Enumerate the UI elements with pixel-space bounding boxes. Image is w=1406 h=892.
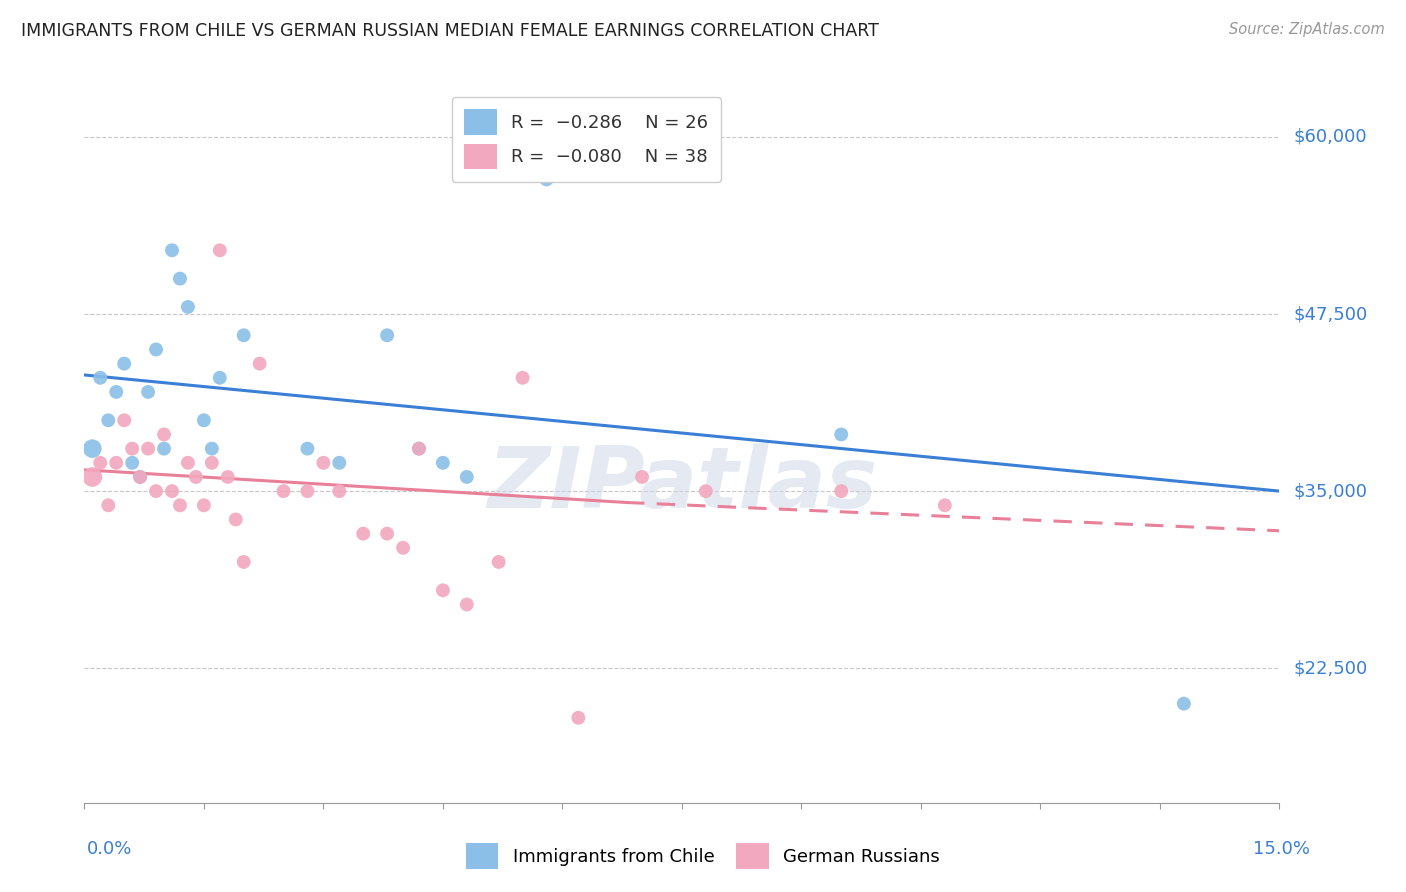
Point <box>184 470 207 484</box>
Point <box>145 343 167 357</box>
Point <box>512 371 534 385</box>
Point <box>105 456 128 470</box>
Point <box>432 583 454 598</box>
Text: ZIPatlas: ZIPatlas <box>486 443 877 526</box>
Point <box>830 427 852 442</box>
Point <box>695 484 717 499</box>
Point <box>121 442 143 456</box>
Point <box>536 172 558 186</box>
Point <box>830 484 852 499</box>
Point <box>567 711 589 725</box>
Point <box>273 484 295 499</box>
Point <box>392 541 415 555</box>
Point <box>208 244 231 258</box>
Point <box>177 300 200 314</box>
Point <box>249 357 271 371</box>
Point <box>225 512 247 526</box>
Text: $35,000: $35,000 <box>1294 482 1368 500</box>
Text: Source: ZipAtlas.com: Source: ZipAtlas.com <box>1229 22 1385 37</box>
Point <box>297 484 319 499</box>
Point <box>169 498 191 512</box>
Point <box>112 357 135 371</box>
Point <box>232 555 254 569</box>
Point <box>232 328 254 343</box>
Point <box>97 413 120 427</box>
Point <box>153 427 176 442</box>
Point <box>82 470 104 484</box>
Point <box>112 413 135 427</box>
Legend: Immigrants from Chile, German Russians: Immigrants from Chile, German Russians <box>458 836 948 876</box>
Point <box>169 271 191 285</box>
Point <box>121 456 143 470</box>
Point <box>129 470 152 484</box>
Point <box>97 498 120 512</box>
Point <box>217 470 239 484</box>
Point <box>297 442 319 456</box>
Text: IMMIGRANTS FROM CHILE VS GERMAN RUSSIAN MEDIAN FEMALE EARNINGS CORRELATION CHART: IMMIGRANTS FROM CHILE VS GERMAN RUSSIAN … <box>21 22 879 40</box>
Point <box>105 384 128 399</box>
Point <box>352 526 374 541</box>
Point <box>1173 697 1195 711</box>
Point <box>934 498 956 512</box>
Point <box>201 456 224 470</box>
Point <box>82 442 104 456</box>
Point <box>89 456 111 470</box>
Point <box>145 484 167 499</box>
Point <box>375 526 398 541</box>
Point <box>136 442 159 456</box>
Point <box>328 484 350 499</box>
Point <box>375 328 398 343</box>
Text: $60,000: $60,000 <box>1294 128 1367 146</box>
Point <box>153 442 176 456</box>
Point <box>488 555 510 569</box>
Point <box>129 470 152 484</box>
Point <box>432 456 454 470</box>
Point <box>177 456 200 470</box>
Point <box>408 442 430 456</box>
Point <box>408 442 430 456</box>
Point <box>193 498 215 512</box>
Point <box>201 442 224 456</box>
Text: 0.0%: 0.0% <box>87 840 132 858</box>
Point <box>136 384 159 399</box>
Legend: R =  −0.286    N = 26, R =  −0.080    N = 38: R = −0.286 N = 26, R = −0.080 N = 38 <box>451 96 721 182</box>
Point <box>312 456 335 470</box>
Point <box>193 413 215 427</box>
Point <box>328 456 350 470</box>
Point <box>208 371 231 385</box>
Point <box>160 484 183 499</box>
Point <box>89 371 111 385</box>
Point <box>456 598 478 612</box>
Text: $47,500: $47,500 <box>1294 305 1368 323</box>
Text: $22,500: $22,500 <box>1294 659 1368 677</box>
Point <box>456 470 478 484</box>
Point <box>631 470 654 484</box>
Point <box>160 244 183 258</box>
Text: 15.0%: 15.0% <box>1253 840 1310 858</box>
